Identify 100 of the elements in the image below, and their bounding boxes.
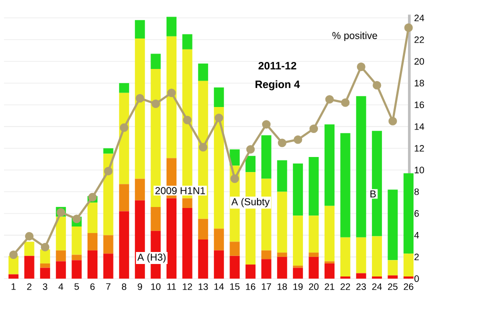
point bbox=[136, 94, 144, 103]
bar bbox=[166, 16, 177, 36]
point bbox=[120, 123, 128, 132]
bar bbox=[388, 275, 398, 279]
bar bbox=[246, 264, 256, 279]
bar bbox=[404, 276, 414, 279]
x-tick-label: 17 bbox=[262, 283, 272, 290]
bar bbox=[230, 256, 240, 279]
bar bbox=[166, 36, 177, 158]
x-tick-label: 18 bbox=[278, 283, 287, 290]
y-tick-label: 16 bbox=[414, 102, 424, 108]
text: Region 4 bbox=[256, 80, 300, 90]
point bbox=[183, 116, 192, 124]
point bbox=[246, 145, 255, 154]
bar bbox=[340, 237, 350, 276]
bar bbox=[292, 163, 303, 216]
series-label: A (Subty bbox=[231, 198, 270, 208]
bar bbox=[404, 173, 414, 254]
bar bbox=[134, 178, 145, 200]
bar bbox=[388, 190, 398, 260]
x-tick-label: 13 bbox=[198, 283, 208, 290]
y-tick-label: 22 bbox=[414, 36, 424, 43]
series-label: 2009 H1N1 bbox=[155, 187, 205, 194]
x-tick-label: 26 bbox=[404, 283, 414, 290]
bar bbox=[182, 198, 192, 208]
x-tick-label: 23 bbox=[356, 283, 366, 290]
x-tick-label: 4 bbox=[58, 283, 64, 290]
y-tick-label: 24 bbox=[414, 14, 424, 22]
y-tick-label: 10 bbox=[414, 166, 424, 174]
bar bbox=[134, 20, 145, 39]
bar bbox=[277, 256, 288, 279]
bar bbox=[356, 96, 366, 238]
bar bbox=[340, 133, 350, 238]
bar bbox=[56, 261, 66, 279]
point bbox=[72, 214, 81, 224]
bar bbox=[277, 192, 288, 253]
x-tick-label: 16 bbox=[246, 283, 256, 290]
x-tick-label: 19 bbox=[293, 283, 303, 290]
bar bbox=[8, 256, 18, 274]
point bbox=[214, 114, 224, 122]
text: % positive bbox=[332, 32, 378, 42]
point bbox=[104, 166, 113, 176]
bar bbox=[24, 242, 34, 256]
x-tick-label: 9 bbox=[138, 283, 142, 290]
point bbox=[278, 138, 286, 148]
x-tick-label: 22 bbox=[340, 283, 350, 290]
bar bbox=[87, 233, 98, 250]
y-tick-label: 20 bbox=[414, 58, 424, 65]
bar bbox=[230, 242, 240, 256]
point bbox=[88, 192, 97, 202]
point bbox=[25, 232, 34, 241]
point bbox=[167, 88, 176, 98]
bar bbox=[40, 263, 50, 268]
bar bbox=[308, 252, 319, 257]
bar bbox=[182, 34, 192, 50]
y-tick-label: 12 bbox=[414, 145, 424, 152]
bar bbox=[246, 156, 256, 172]
bar bbox=[261, 250, 272, 260]
bar bbox=[372, 130, 382, 236]
bar bbox=[388, 260, 398, 276]
bar bbox=[103, 148, 114, 154]
y-tick-label: 2 bbox=[414, 254, 419, 260]
x-tick-label: 3 bbox=[42, 283, 48, 290]
y-tick-label: 8 bbox=[414, 188, 419, 196]
bar bbox=[324, 263, 335, 279]
point bbox=[404, 23, 413, 32]
bar bbox=[8, 274, 18, 279]
bar bbox=[103, 235, 114, 254]
x-tick-label: 6 bbox=[90, 283, 95, 290]
bar bbox=[372, 276, 382, 279]
point bbox=[356, 62, 366, 72]
bar bbox=[103, 254, 114, 279]
bar bbox=[214, 250, 224, 279]
bar bbox=[261, 259, 272, 279]
bar bbox=[214, 87, 224, 107]
x-tick-label: 5 bbox=[74, 283, 79, 290]
bar bbox=[277, 160, 288, 192]
bar bbox=[292, 216, 303, 266]
point bbox=[372, 81, 382, 90]
x-tick-label: 11 bbox=[167, 283, 176, 290]
bar bbox=[150, 206, 161, 231]
point bbox=[262, 120, 271, 129]
bar bbox=[308, 156, 319, 216]
bar bbox=[72, 260, 82, 279]
bar bbox=[198, 218, 208, 240]
y-tick-label: 4 bbox=[414, 232, 419, 238]
bar bbox=[87, 250, 98, 279]
bar bbox=[24, 256, 34, 279]
bar bbox=[40, 249, 50, 264]
bar bbox=[119, 184, 130, 212]
y-tick-label: 18 bbox=[414, 80, 424, 86]
bar bbox=[324, 206, 335, 262]
bar bbox=[72, 254, 82, 260]
bar bbox=[214, 228, 224, 250]
bar bbox=[72, 226, 82, 255]
bar bbox=[356, 273, 366, 279]
bar bbox=[404, 254, 414, 276]
x-tick-label: 12 bbox=[182, 283, 192, 290]
y-tick-label: 14 bbox=[414, 123, 424, 130]
y-tick-label: 0 bbox=[414, 275, 419, 282]
